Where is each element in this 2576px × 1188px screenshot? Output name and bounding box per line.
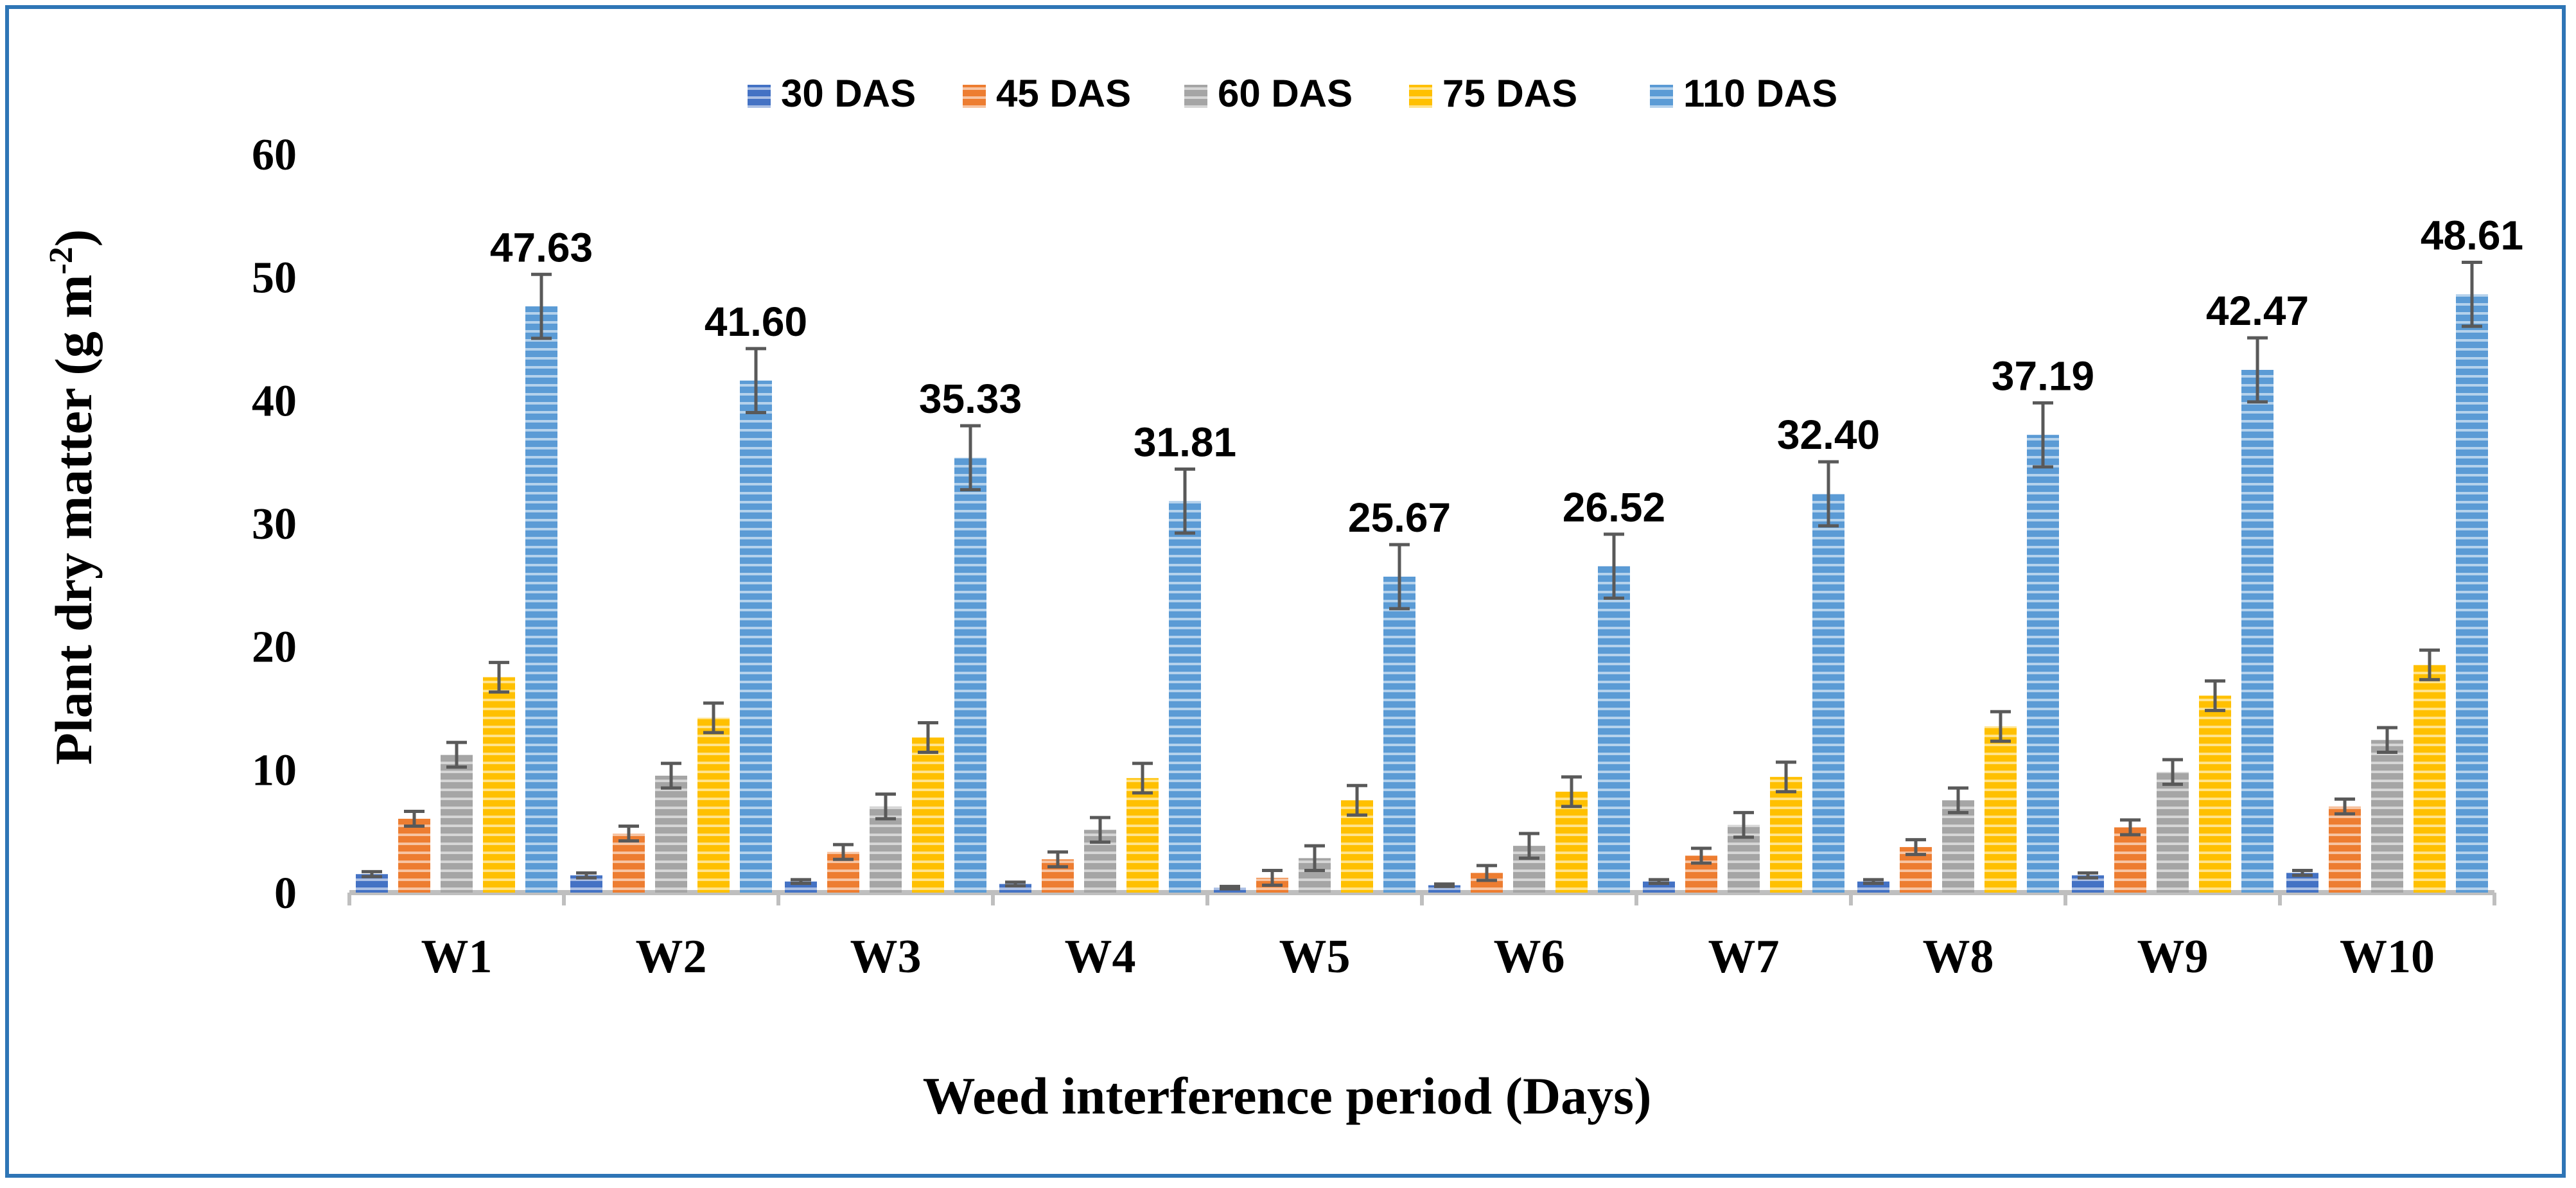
bar-stripe-overlay (2414, 665, 2446, 893)
bar-stripe-overlay (1126, 778, 1159, 893)
y-axis-title-close: ) (44, 229, 103, 247)
bar-stripe-overlay (870, 806, 902, 893)
data-label: 31.81 (1134, 419, 1236, 465)
data-label: 41.60 (705, 299, 807, 345)
bar-stripe-overlay (2157, 772, 2189, 893)
bar-chart: 30 DAS 45 DAS 60 DAS 75 DAS 110 DAS 0 10 20 30 4… (43, 72, 2523, 1125)
legend-label: 75 DAS (1442, 72, 1577, 115)
bar-stripe-overlay (655, 775, 687, 893)
data-label: 47.63 (490, 224, 593, 270)
y-axis-title-main: Plant dry matter (g m (44, 275, 103, 765)
bar-stripe-overlay (2199, 695, 2231, 893)
legend-label: 110 DAS (1683, 72, 1837, 115)
bar-stripe-overlay (697, 717, 730, 893)
bar-stripe-overlay (2456, 294, 2488, 893)
bar-stripe-overlay (441, 755, 473, 893)
x-tick-label: W5 (1279, 930, 1351, 983)
data-label: 48.61 (2421, 212, 2523, 258)
data-label: 26.52 (1563, 484, 1665, 530)
chart-frame: 30 DAS 45 DAS 60 DAS 75 DAS 110 DAS 0 10 20 30 4… (5, 5, 2566, 1178)
legend-label: 45 DAS (996, 72, 1131, 115)
data-labels-group: 47.63 41.60 35.33 31.81 25.67 26.52 32.40 37.19… (490, 212, 2523, 541)
x-tick-label: W2 (636, 930, 707, 983)
x-tick-label: W7 (1708, 930, 1780, 983)
x-tick-label: W8 (1923, 930, 1994, 983)
legend-swatch-stripe (1650, 85, 1673, 108)
x-axis-title: Weed interference period (Days) (923, 1067, 1652, 1125)
bar-stripe-overlay (1428, 885, 1460, 893)
data-label: 35.33 (919, 376, 1022, 422)
data-label: 32.40 (1777, 412, 1880, 458)
bar-stripe-overlay (2114, 827, 2146, 893)
bar-stripe-overlay (1169, 501, 1201, 893)
bar-stripe-overlay (1383, 576, 1415, 893)
x-tick-label: W9 (2137, 930, 2209, 983)
bar-stripe-overlay (1598, 566, 1630, 893)
bar-stripe-overlay (525, 306, 557, 893)
x-tick-label: W1 (421, 930, 493, 983)
legend-swatch-stripe (1409, 85, 1432, 108)
bar-stripe-overlay (1555, 791, 1588, 893)
data-label: 37.19 (1992, 353, 2094, 399)
bar-stripe-overlay (1770, 776, 1802, 893)
y-tick-label: 50 (252, 254, 297, 303)
bar-stripe-overlay (2329, 806, 2361, 893)
bar-stripe-overlay (2027, 435, 2059, 893)
bar-stripe-overlay (2241, 369, 2274, 893)
legend-swatch-stripe (963, 85, 986, 108)
data-label: 25.67 (1348, 494, 1451, 541)
data-label: 42.47 (2206, 288, 2309, 334)
y-axis-title: Plant dry matter (g m-2) (43, 229, 103, 765)
x-tick-label: W3 (850, 930, 922, 983)
bar-stripe-overlay (740, 380, 772, 893)
legend-swatch-stripe (748, 85, 771, 108)
y-tick-label: 30 (252, 500, 297, 549)
y-tick-label: 10 (252, 746, 297, 795)
bar-stripe-overlay (2371, 740, 2403, 893)
bars-group (356, 260, 2488, 893)
y-tick-label: 20 (252, 623, 297, 672)
y-axis: 0 10 20 30 40 50 60 (252, 130, 297, 918)
bar-stripe-overlay (398, 819, 430, 893)
legend-label: 60 DAS (1218, 72, 1353, 115)
bar-stripe-overlay (912, 737, 944, 893)
y-tick-label: 0 (274, 869, 297, 918)
y-axis-title-superscript: -2 (43, 247, 80, 274)
x-tick-label: W4 (1065, 930, 1136, 983)
bar-stripe-overlay (1985, 726, 2017, 893)
legend: 30 DAS 45 DAS 60 DAS 75 DAS 110 DAS (748, 72, 1837, 115)
y-tick-label: 60 (252, 130, 297, 180)
x-tick-label: W6 (1494, 930, 1565, 983)
x-tick-label: W10 (2340, 930, 2435, 983)
bar-stripe-overlay (1942, 800, 1974, 893)
bar-stripe-overlay (954, 457, 986, 893)
y-tick-label: 40 (252, 376, 297, 426)
bar-stripe-overlay (483, 677, 515, 893)
bar-stripe-overlay (1812, 494, 1844, 893)
x-axis: W1 W2 W3 W4 W5 W6 W7 W8 W9 W10 (347, 890, 2496, 983)
bar-stripe-overlay (613, 834, 645, 893)
legend-label: 30 DAS (781, 72, 916, 115)
legend-swatch-stripe (1184, 85, 1207, 108)
